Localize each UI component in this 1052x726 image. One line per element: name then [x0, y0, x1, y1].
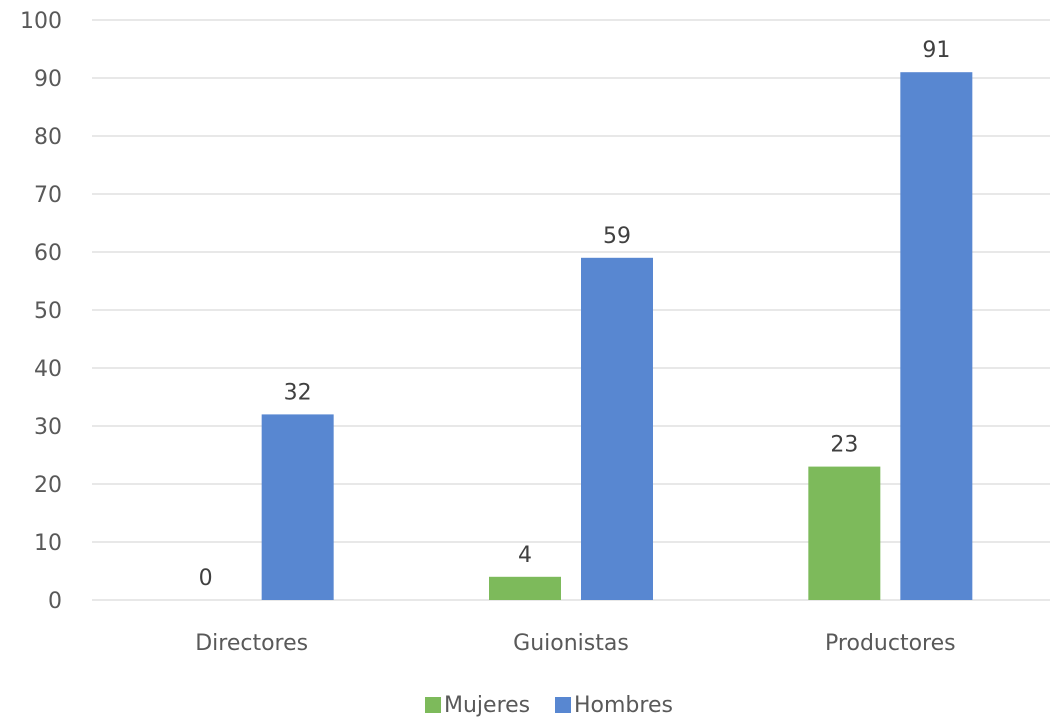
- data-label: 59: [603, 224, 631, 249]
- x-axis-category-labels: Directores Guionistas Productores: [195, 631, 955, 656]
- data-label: 0: [199, 566, 213, 591]
- y-tick-label: 80: [34, 125, 62, 150]
- bar-mujeres-productores: [808, 466, 881, 600]
- bar-mujeres-guionistas: [489, 576, 561, 600]
- legend-swatch-hombres: [555, 697, 571, 713]
- data-label: 23: [830, 433, 858, 458]
- x-category-label: Productores: [825, 631, 956, 656]
- legend-label-mujeres: Mujeres: [444, 693, 530, 718]
- y-tick-label: 40: [34, 357, 62, 382]
- data-label: 91: [922, 38, 950, 63]
- data-labels: 0 32 4 59 23 91: [199, 38, 951, 591]
- bar-hombres-productores: [900, 72, 973, 600]
- y-tick-label: 0: [48, 589, 62, 614]
- y-tick-label: 70: [34, 183, 62, 208]
- x-category-label: Guionistas: [513, 631, 629, 656]
- gridlines: [92, 19, 1050, 601]
- legend-swatch-mujeres: [425, 697, 441, 713]
- bar-hombres-guionistas: [581, 257, 653, 600]
- y-tick-label: 60: [34, 241, 62, 266]
- legend-label-hombres: Hombres: [574, 693, 673, 718]
- data-label: 4: [518, 543, 532, 568]
- x-category-label: Directores: [195, 631, 308, 656]
- bars: [261, 72, 973, 600]
- y-tick-label: 90: [34, 67, 62, 92]
- y-tick-label: 30: [34, 415, 62, 440]
- y-axis-tick-labels: 0 10 20 30 40 50 60 70 80 90 100: [20, 9, 62, 614]
- y-tick-label: 100: [20, 9, 62, 34]
- data-label: 32: [284, 380, 312, 405]
- legend: Mujeres Hombres: [425, 693, 673, 718]
- y-tick-label: 50: [34, 299, 62, 324]
- bar-hombres-directores: [261, 414, 334, 600]
- y-tick-label: 20: [34, 473, 62, 498]
- y-tick-label: 10: [34, 531, 62, 556]
